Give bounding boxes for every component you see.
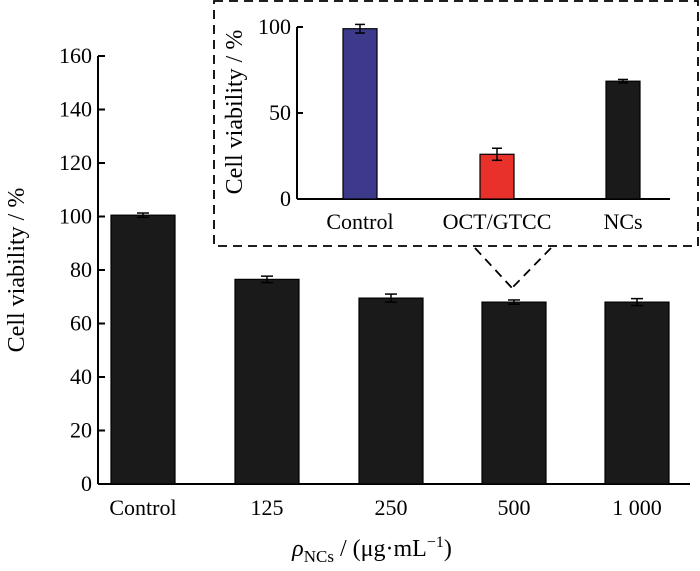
main-y-tick-label: 140 — [59, 97, 92, 122]
inset-y-ticks: 0 50 100 — [258, 14, 303, 211]
main-bar — [481, 301, 547, 485]
main-y-tick-label: 100 — [59, 204, 92, 229]
main-y-tick-label: 60 — [70, 311, 92, 336]
inset-y-tick-label: 0 — [280, 186, 291, 211]
inset-x-tick-label: OCT/GTCC — [443, 209, 552, 234]
inset-bar — [479, 153, 515, 200]
main-x-tick-label: 125 — [251, 495, 284, 520]
main-x-ticks: Control 125 250 500 1 000 — [109, 495, 661, 520]
main-bar — [234, 278, 300, 485]
main-bar — [604, 301, 670, 485]
inset-x-tick-label: Control — [326, 209, 393, 234]
main-x-axis-label: ρNCs / (μg·mL−1) — [291, 534, 452, 566]
zoom-connector-lines — [474, 247, 552, 289]
inset-bars — [342, 23, 641, 200]
main-y-tick-label: 120 — [59, 150, 92, 175]
inset-chart: 0 50 100 Control OCT/GTCC NCs Cell viability… — [213, 0, 699, 247]
main-y-tick-label: 80 — [70, 257, 92, 282]
main-bar — [358, 297, 424, 485]
inset-bar — [605, 80, 641, 200]
main-bar — [110, 214, 176, 485]
main-y-tick-label: 160 — [59, 43, 92, 68]
main-y-tick-label: 0 — [81, 471, 92, 496]
inset-x-ticks: Control OCT/GTCC NCs — [326, 209, 642, 234]
zoom-line-right — [511, 247, 552, 289]
x-label-subscript: NCs — [304, 547, 334, 566]
x-label-rho: ρ — [291, 536, 304, 562]
main-y-tick-label: 20 — [70, 418, 92, 443]
inset-x-tick-label: NCs — [603, 209, 642, 234]
x-label-close: ) — [444, 536, 452, 562]
main-y-ticks: 0 20 40 60 80 100 120 140 160 — [59, 43, 105, 496]
inset-bar — [342, 28, 378, 200]
main-bars — [110, 212, 670, 485]
inset-y-axis-label: Cell viability / % — [222, 30, 248, 195]
main-x-tick-label: 500 — [498, 495, 531, 520]
inset-y-tick-label: 100 — [258, 14, 291, 39]
x-label-unit: / (μg·mL — [334, 536, 427, 562]
main-y-axis-label: Cell viability / % — [4, 188, 30, 353]
inset-y-tick-label: 50 — [269, 100, 291, 125]
main-x-tick-label: Control — [109, 495, 176, 520]
main-x-tick-label: 1 000 — [612, 495, 662, 520]
x-label-superscript: −1 — [427, 534, 444, 551]
main-x-tick-label: 250 — [375, 495, 408, 520]
zoom-line-left — [474, 247, 513, 289]
main-y-tick-label: 40 — [70, 364, 92, 389]
